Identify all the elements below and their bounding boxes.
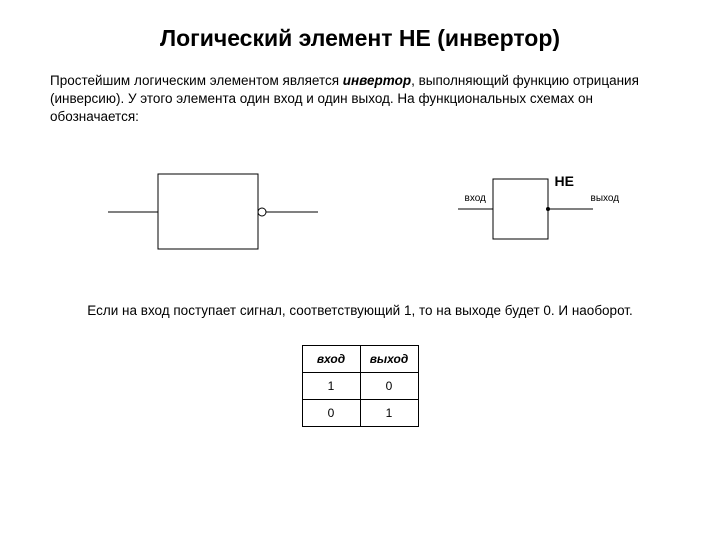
diagrams-row: вход НЕ выход (50, 152, 670, 272)
td-out: 1 (360, 399, 418, 426)
table-row: 1 0 (302, 372, 418, 399)
table-row: 0 1 (302, 399, 418, 426)
inverter-western-svg (108, 154, 318, 264)
gate-box (158, 174, 258, 249)
inverter-diagram-western (108, 154, 318, 269)
description-paragraph: Простейшим логическим элементом является… (50, 72, 670, 127)
table-header-row: вход выход (302, 345, 418, 372)
desc-pre: Простейшим логическим элементом является (50, 73, 343, 88)
th-input: вход (302, 345, 360, 372)
td-out: 0 (360, 372, 418, 399)
td-in: 0 (302, 399, 360, 426)
inversion-bubble (258, 208, 266, 216)
inverter-gost-svg (433, 159, 613, 259)
gate-box (493, 179, 548, 239)
gate-label: НЕ (555, 173, 574, 189)
page-title: Логический элемент НЕ (инвертор) (50, 25, 670, 52)
desc-bold: инвертор (343, 73, 411, 88)
td-in: 1 (302, 372, 360, 399)
output-label: выход (591, 193, 620, 204)
behavior-note: Если на вход поступает сигнал, соответст… (80, 302, 640, 320)
inverter-diagram-gost: вход НЕ выход (433, 159, 613, 264)
input-label: вход (465, 193, 486, 204)
th-output: выход (360, 345, 418, 372)
truth-table: вход выход 1 0 0 1 (302, 345, 419, 427)
